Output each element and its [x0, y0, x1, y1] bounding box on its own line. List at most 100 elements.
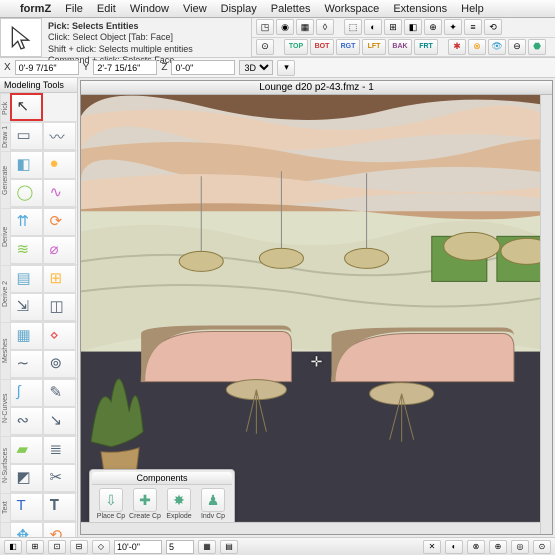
y-input[interactable] — [93, 60, 157, 75]
status-icon[interactable]: ⊗ — [467, 540, 485, 554]
tool-ntrim[interactable]: ✂ — [43, 464, 76, 492]
menu-display[interactable]: Display — [221, 3, 257, 15]
coord-mode-select[interactable]: 3D — [239, 60, 273, 75]
tool-spline[interactable]: 〰 — [43, 122, 76, 150]
tool-mesh[interactable]: ⋄ — [43, 322, 76, 350]
tool-nproj[interactable]: ↘ — [43, 407, 76, 435]
tool-generic-icon[interactable]: ⊖ — [508, 39, 526, 55]
view-top-button[interactable]: TOP — [284, 39, 308, 55]
tool-loft[interactable]: ≋ — [10, 236, 43, 264]
status-value-2[interactable] — [166, 540, 194, 554]
status-icon[interactable]: ◧ — [4, 540, 22, 554]
tool-panel[interactable]: ▤ — [10, 265, 43, 293]
tool-cylinder[interactable]: ◯ — [10, 179, 43, 207]
tool-text3d[interactable]: 𝐓 — [43, 493, 76, 521]
tool-generic-icon[interactable]: ◳ — [256, 19, 274, 35]
tool-revolve[interactable]: ⟳ — [43, 208, 76, 236]
nloft-icon: ≣ — [50, 440, 70, 460]
tool-generic-icon[interactable]: ✱ — [448, 39, 466, 55]
tool-extrude[interactable]: ⇈ — [10, 208, 43, 236]
coord-tool-icon[interactable]: ▾ — [277, 60, 295, 76]
component-indv-button[interactable]: ♟Indv Cp — [197, 488, 229, 520]
components-palette[interactable]: Components ⇩Place Cp✚Create Cp✸Explode♟I… — [89, 469, 235, 526]
snap-icon[interactable]: ⊙ — [256, 39, 274, 55]
status-icon[interactable]: ▤ — [220, 540, 238, 554]
tool-generic-icon[interactable]: ⟲ — [484, 19, 502, 35]
status-icon[interactable]: ⊕ — [489, 540, 507, 554]
tool-move[interactable]: ✥ — [10, 522, 43, 537]
tool-generic-icon[interactable]: ◉ — [276, 19, 294, 35]
view-lft-button[interactable]: LFT — [362, 39, 386, 55]
status-icon[interactable]: ⊡ — [48, 540, 66, 554]
status-icon[interactable]: ✕ — [423, 540, 441, 554]
tool-generic-icon[interactable]: ≡ — [464, 19, 482, 35]
viewport[interactable]: Lounge d20 p2-43.fmz - 1 — [80, 80, 553, 535]
tool-smooth[interactable]: ∼ — [10, 350, 43, 378]
tool-sphere[interactable]: ● — [43, 151, 76, 179]
z-input[interactable] — [171, 60, 235, 75]
x-input[interactable] — [15, 60, 79, 75]
status-icon[interactable]: ⊟ — [70, 540, 88, 554]
view-bot-button[interactable]: BOT — [310, 39, 334, 55]
menu-workspace[interactable]: Workspace — [324, 3, 379, 15]
tool-nedit[interactable]: ✎ — [43, 379, 76, 407]
status-icon[interactable]: ⊙ — [533, 540, 551, 554]
tool-text[interactable]: T — [10, 493, 43, 521]
viewport-title: Lounge d20 p2-43.fmz - 1 — [81, 81, 552, 95]
tool-generic-icon[interactable]: ◐ — [364, 19, 382, 35]
tool-generic-icon[interactable]: ◊ — [316, 19, 334, 35]
component-create-button[interactable]: ✚Create Cp — [129, 488, 161, 520]
tool-grid[interactable]: ▦ — [10, 322, 43, 350]
tool-array[interactable]: ⊞ — [43, 265, 76, 293]
menu-view[interactable]: View — [183, 3, 207, 15]
tool-cursor[interactable]: ↖ — [10, 93, 43, 121]
status-icon[interactable]: ◇ — [92, 540, 110, 554]
menu-window[interactable]: Window — [130, 3, 169, 15]
tool-generic-icon[interactable]: 👁 — [488, 39, 506, 55]
tool-sweep[interactable]: ∿ — [43, 179, 76, 207]
status-icon[interactable]: ◐ — [445, 540, 463, 554]
tool-shell[interactable]: ◫ — [43, 293, 76, 321]
status-icon[interactable]: ◎ — [511, 540, 529, 554]
tool-rect[interactable]: ▭ — [10, 122, 43, 150]
tool-generic-icon[interactable]: ⬣ — [528, 39, 546, 55]
tool-pipe[interactable]: ⌀ — [43, 236, 76, 264]
app-name[interactable]: formZ — [20, 3, 51, 15]
tool-generic-icon[interactable]: ✦ — [444, 19, 462, 35]
toolgroup-label: N-Curves — [0, 379, 10, 436]
tool-generic-icon[interactable]: ◧ — [404, 19, 422, 35]
view-rgt-button[interactable]: RGT — [336, 39, 360, 55]
tool-offset[interactable]: ⇲ — [10, 293, 43, 321]
tool-generic-icon[interactable]: ⊞ — [384, 19, 402, 35]
cube-icon: ◧ — [17, 155, 37, 175]
status-icon[interactable]: ⊞ — [26, 540, 44, 554]
component-explode-button[interactable]: ✸Explode — [163, 488, 195, 520]
view-frt-button[interactable]: FRT — [414, 39, 438, 55]
tool-ncurve[interactable]: ∫ — [10, 379, 43, 407]
horizontal-scrollbar[interactable] — [81, 522, 540, 534]
tool-cube[interactable]: ◧ — [10, 151, 43, 179]
status-icon[interactable]: ▦ — [198, 540, 216, 554]
text-icon: T — [17, 497, 37, 517]
view-bak-button[interactable]: BAK — [388, 39, 412, 55]
menu-palettes[interactable]: Palettes — [271, 3, 311, 15]
tool-nsurf[interactable]: ▰ — [10, 436, 43, 464]
status-value-1[interactable] — [114, 540, 162, 554]
z-label: Z — [161, 62, 167, 73]
vertical-scrollbar[interactable] — [540, 95, 552, 534]
tool-generic-icon[interactable]: ⬚ — [344, 19, 362, 35]
hint-title: Pick: Selects Entities — [48, 21, 245, 32]
menu-file[interactable]: File — [65, 3, 83, 15]
menu-extensions[interactable]: Extensions — [393, 3, 447, 15]
menu-help[interactable]: Help — [461, 3, 484, 15]
tool-nloft[interactable]: ≣ — [43, 436, 76, 464]
tool-generic-icon[interactable]: ⊕ — [424, 19, 442, 35]
tool-sub[interactable]: ⊚ — [43, 350, 76, 378]
tool-nblend[interactable]: ∾ — [10, 407, 43, 435]
tool-npatch[interactable]: ◩ — [10, 464, 43, 492]
menu-edit[interactable]: Edit — [97, 3, 116, 15]
tool-generic-icon[interactable]: ⊗ — [468, 39, 486, 55]
component-place-button[interactable]: ⇩Place Cp — [95, 488, 127, 520]
tool-rotate[interactable]: ⟲ — [43, 522, 76, 537]
tool-generic-icon[interactable]: ▦ — [296, 19, 314, 35]
